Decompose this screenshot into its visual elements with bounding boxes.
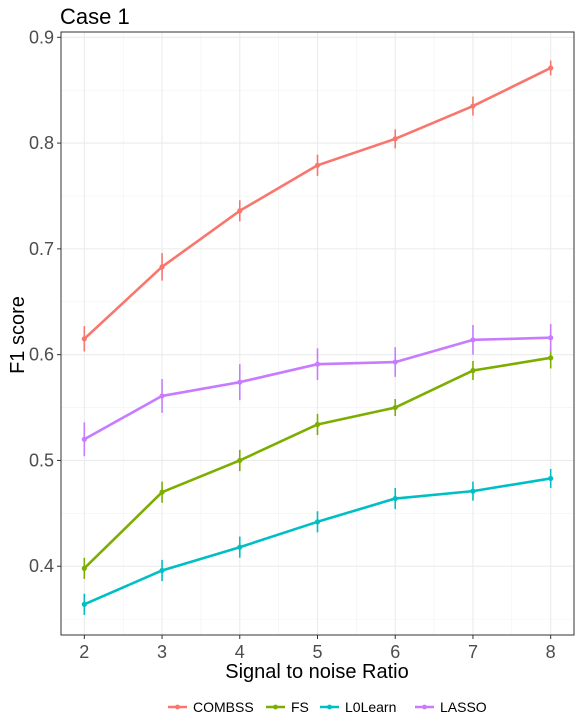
- data-point-fs: [237, 457, 243, 464]
- series-fs: [81, 347, 554, 579]
- chart-title: Case 1: [60, 4, 130, 29]
- y-tick-label: 0.7: [29, 239, 54, 259]
- data-point-l0learn: [314, 519, 321, 525]
- data-point-lasso: [470, 337, 476, 343]
- x-tick-label: 6: [390, 642, 400, 662]
- legend-key-point: [273, 704, 278, 710]
- data-point-lasso: [548, 335, 554, 341]
- data-point-l0learn: [81, 601, 87, 607]
- data-point-combss: [548, 65, 554, 71]
- data-point-l0learn: [159, 567, 165, 574]
- legend-label: FS: [291, 699, 309, 715]
- legend-item-lasso: LASSO: [415, 699, 487, 715]
- data-point-combss: [470, 103, 476, 109]
- data-point-l0learn: [392, 495, 398, 502]
- legend-label: L0Learn: [345, 699, 396, 715]
- y-tick-label: 0.4: [29, 556, 54, 576]
- data-point-lasso: [314, 361, 321, 367]
- y-tick-label: 0.5: [29, 450, 54, 470]
- data-point-combss: [392, 136, 398, 142]
- data-point-combss: [81, 336, 87, 342]
- y-tick-label: 0.8: [29, 133, 54, 153]
- legend-label: COMBSS: [193, 699, 254, 715]
- series-l0learn: [81, 468, 554, 615]
- series-combss: [81, 60, 554, 352]
- legend: COMBSS FS L0Learn LASSO: [168, 699, 487, 715]
- data-point-fs: [81, 565, 87, 571]
- grid: [61, 32, 574, 635]
- data-point-l0learn: [237, 544, 243, 550]
- x-tick-label: 4: [235, 642, 245, 662]
- data-point-combss: [159, 264, 165, 270]
- data-point-fs: [392, 404, 398, 411]
- legend-item-l0learn: L0Learn: [320, 699, 396, 715]
- legend-key-point: [422, 704, 427, 710]
- legend-item-combss: COMBSS: [168, 699, 254, 715]
- x-tick-label: 8: [546, 642, 556, 662]
- y-tick-label: 0.6: [29, 345, 54, 365]
- data-point-fs: [548, 355, 554, 361]
- data-point-fs: [470, 367, 476, 374]
- legend-key-point: [175, 704, 180, 710]
- data-point-lasso: [237, 379, 243, 385]
- data-point-fs: [159, 489, 165, 495]
- axis-ticks: 0.4 0.5 0.6 0.7 0.8 0.9 2 3 4 5 6 7 8: [29, 27, 556, 662]
- legend-item-fs: FS: [266, 699, 309, 715]
- series-group: [81, 60, 554, 615]
- data-point-l0learn: [548, 475, 554, 482]
- data-point-lasso: [159, 393, 165, 399]
- data-point-combss: [237, 208, 243, 214]
- y-axis-title: F1 score: [7, 296, 29, 374]
- x-tick-label: 5: [312, 642, 322, 662]
- x-tick-label: 7: [468, 642, 478, 662]
- x-tick-label: 2: [79, 642, 89, 662]
- data-point-lasso: [81, 436, 87, 442]
- legend-key-point: [327, 704, 332, 710]
- series-lasso: [81, 323, 554, 457]
- y-tick-label: 0.9: [29, 27, 54, 47]
- data-point-combss: [314, 162, 321, 168]
- data-point-fs: [314, 421, 321, 428]
- x-axis-title: Signal to noise Ratio: [225, 661, 408, 683]
- data-point-lasso: [392, 359, 398, 365]
- x-tick-label: 3: [157, 642, 167, 662]
- data-point-l0learn: [470, 488, 476, 494]
- legend-label: LASSO: [440, 699, 487, 715]
